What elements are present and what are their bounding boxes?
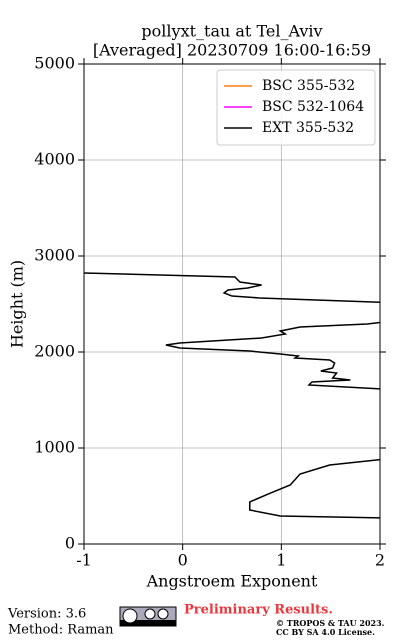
plot-frame [83,63,381,545]
x-tick-label: 1 [276,551,286,570]
version: Version: 3.6 [7,607,86,622]
status: Preliminary Results. [184,603,333,618]
y-axis-label: Height (m) [8,260,27,348]
x-tick-label: 2 [375,551,385,570]
method: Method: Raman [8,623,114,638]
y-tick-label: 5000 [34,54,75,73]
y-tick-label: 4000 [34,150,75,169]
x-tick-label: -1 [76,551,92,570]
y-tick-label: 1000 [34,438,75,457]
y-tick-label: 2000 [34,342,75,361]
license: CC BY SA 4.0 License. [276,627,375,637]
legend-label: BSC 532-1064 [262,99,364,115]
x-axis-label: Angstroem Exponent [146,572,318,591]
chart-subtitle: [Averaged] 20230709 16:00-16:59 [93,41,371,60]
y-tick-label: 3000 [34,246,75,265]
chart-title: pollyxt_tau at Tel_Aviv [141,22,322,41]
legend-box [216,69,376,146]
legend-label: BSC 355-532 [262,78,355,94]
x-tick-label: 0 [178,551,188,570]
data-line [84,272,380,519]
legend-label: EXT 355-532 [262,120,354,136]
license: © TROPOS & TAU 2023. [276,618,385,628]
y-tick-label: 0 [65,534,75,553]
legend: BSC 355-532 BSC 532-1064 EXT 355-532 [216,69,376,146]
cc-logo [119,606,177,627]
